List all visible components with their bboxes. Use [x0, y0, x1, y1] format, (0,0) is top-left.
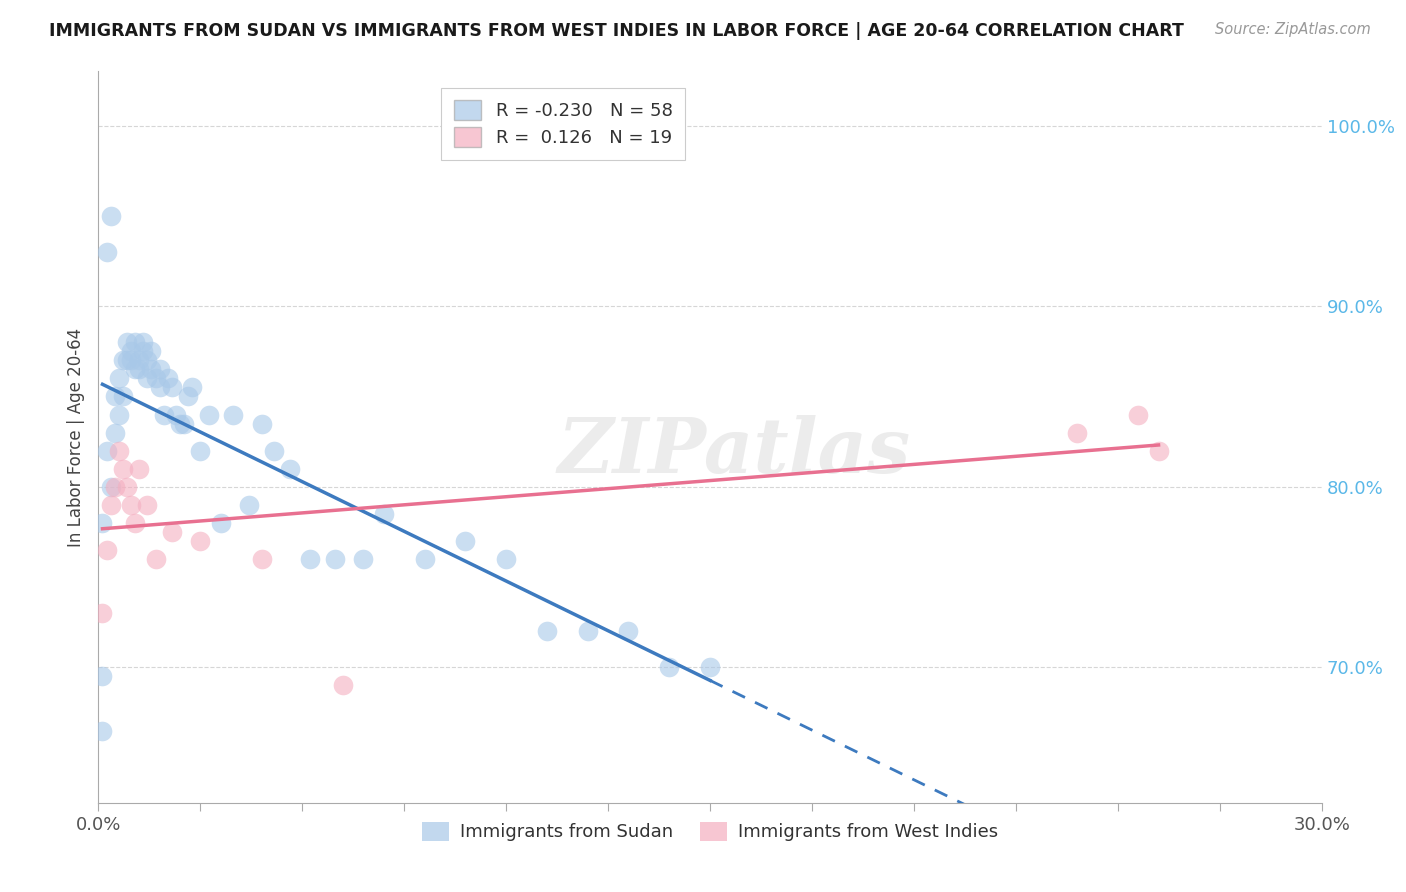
- Point: [617, 624, 640, 639]
- Point: [120, 353, 142, 368]
- Point: [373, 507, 395, 521]
- Point: [250, 417, 273, 431]
- Text: ZIPatlas: ZIPatlas: [558, 415, 911, 489]
- Point: [111, 389, 134, 403]
- Point: [576, 624, 599, 639]
- Point: [145, 371, 167, 385]
- Point: [124, 516, 146, 530]
- Point: [160, 524, 183, 539]
- Point: [96, 443, 118, 458]
- Point: [188, 533, 212, 548]
- Point: [128, 362, 150, 376]
- Point: [132, 344, 155, 359]
- Point: [536, 624, 558, 639]
- Point: [108, 371, 131, 385]
- Point: [108, 408, 131, 422]
- Y-axis label: In Labor Force | Age 20-64: In Labor Force | Age 20-64: [66, 327, 84, 547]
- Point: [104, 480, 127, 494]
- Point: [120, 498, 142, 512]
- Point: [96, 543, 118, 558]
- Point: [136, 353, 159, 368]
- Point: [699, 660, 721, 674]
- Point: [124, 335, 146, 350]
- Point: [136, 498, 159, 512]
- Point: [91, 723, 114, 738]
- Point: [136, 371, 159, 385]
- Point: [91, 669, 114, 683]
- Point: [141, 344, 163, 359]
- Point: [120, 344, 142, 359]
- Point: [454, 533, 477, 548]
- Point: [141, 362, 163, 376]
- Point: [1066, 425, 1088, 440]
- Point: [96, 244, 118, 259]
- Point: [1147, 443, 1170, 458]
- Point: [132, 335, 155, 350]
- Point: [149, 362, 172, 376]
- Point: [100, 498, 122, 512]
- Point: [100, 209, 122, 223]
- Point: [188, 443, 212, 458]
- Point: [250, 552, 273, 566]
- Point: [173, 417, 195, 431]
- Point: [181, 380, 204, 394]
- Point: [352, 552, 374, 566]
- Point: [658, 660, 681, 674]
- Point: [100, 480, 122, 494]
- Point: [156, 371, 179, 385]
- Point: [145, 552, 167, 566]
- Point: [91, 516, 114, 530]
- Point: [115, 480, 138, 494]
- Point: [128, 353, 150, 368]
- Point: [104, 389, 127, 403]
- Point: [115, 353, 138, 368]
- Point: [209, 516, 232, 530]
- Point: [222, 408, 245, 422]
- Point: [332, 678, 354, 692]
- Point: [115, 335, 138, 350]
- Point: [124, 362, 146, 376]
- Point: [128, 461, 150, 475]
- Point: [104, 425, 127, 440]
- Point: [160, 380, 183, 394]
- Legend: Immigrants from Sudan, Immigrants from West Indies: Immigrants from Sudan, Immigrants from W…: [415, 814, 1005, 848]
- Point: [91, 606, 114, 620]
- Point: [323, 552, 346, 566]
- Point: [278, 461, 301, 475]
- Point: [111, 353, 134, 368]
- Point: [197, 408, 219, 422]
- Point: [299, 552, 322, 566]
- Text: Source: ZipAtlas.com: Source: ZipAtlas.com: [1215, 22, 1371, 37]
- Point: [238, 498, 260, 512]
- Point: [413, 552, 436, 566]
- Point: [169, 417, 191, 431]
- Point: [149, 380, 172, 394]
- Point: [111, 461, 134, 475]
- Point: [177, 389, 200, 403]
- Point: [1128, 408, 1150, 422]
- Text: IMMIGRANTS FROM SUDAN VS IMMIGRANTS FROM WEST INDIES IN LABOR FORCE | AGE 20-64 : IMMIGRANTS FROM SUDAN VS IMMIGRANTS FROM…: [49, 22, 1184, 40]
- Point: [263, 443, 285, 458]
- Point: [495, 552, 517, 566]
- Point: [165, 408, 187, 422]
- Point: [152, 408, 174, 422]
- Point: [108, 443, 131, 458]
